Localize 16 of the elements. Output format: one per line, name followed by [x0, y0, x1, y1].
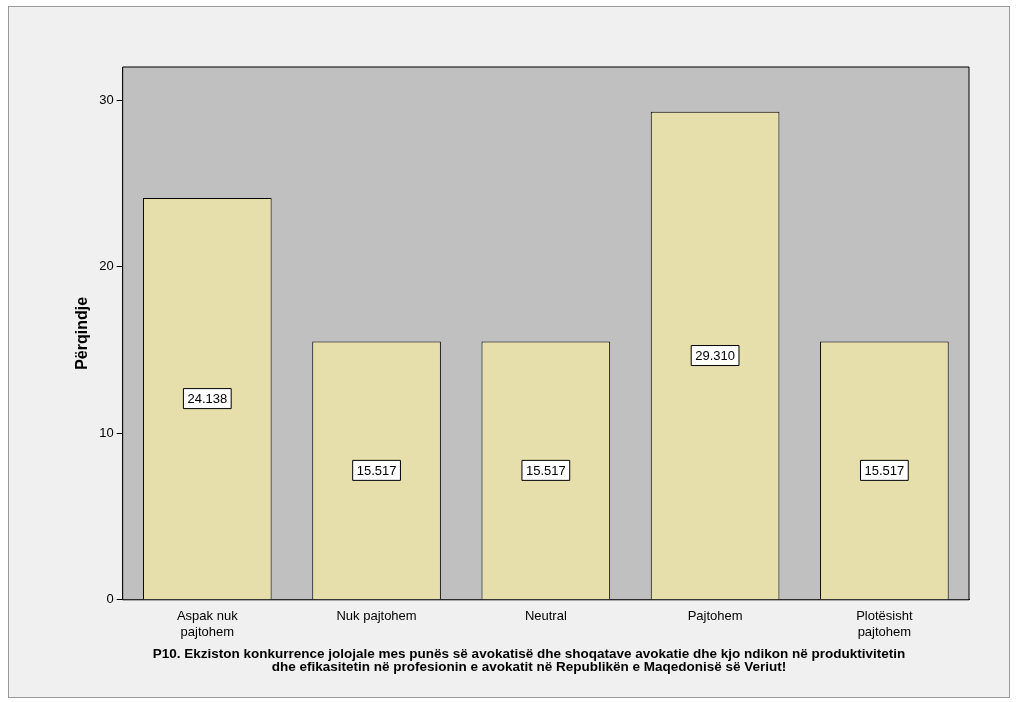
y-tick-label: 10 — [99, 424, 114, 440]
x-axis-title: P10. Ekziston konkurrence jolojale mes punës së avokatisë dhe shoqatave avokatie dhe kjo ndikon në produktivitetin dhe efikasitetin në profesionin e avokatit në Republikën e Maqedonisë së Veriut! — [151, 646, 907, 674]
data-label: 15.517 — [525, 462, 566, 478]
x-tick-label: Pajtohem — [687, 608, 743, 624]
x-tick-label: Aspak nuk pajtohem — [176, 608, 239, 639]
y-tick-label: 20 — [99, 258, 114, 274]
x-tick-label: Plotësisht pajtohem — [856, 608, 913, 639]
x-tick-label: Neutral — [524, 608, 567, 624]
y-axis-title: Përqindje — [73, 296, 91, 370]
x-tick-label: Nuk pajtohem — [336, 608, 417, 624]
y-tick-label: 0 — [106, 591, 114, 607]
data-label: 15.517 — [864, 462, 905, 478]
data-label: 29.310 — [695, 348, 735, 364]
data-label: 15.517 — [356, 462, 397, 478]
data-label: 24.138 — [187, 391, 228, 407]
y-tick-label: 30 — [99, 91, 114, 107]
